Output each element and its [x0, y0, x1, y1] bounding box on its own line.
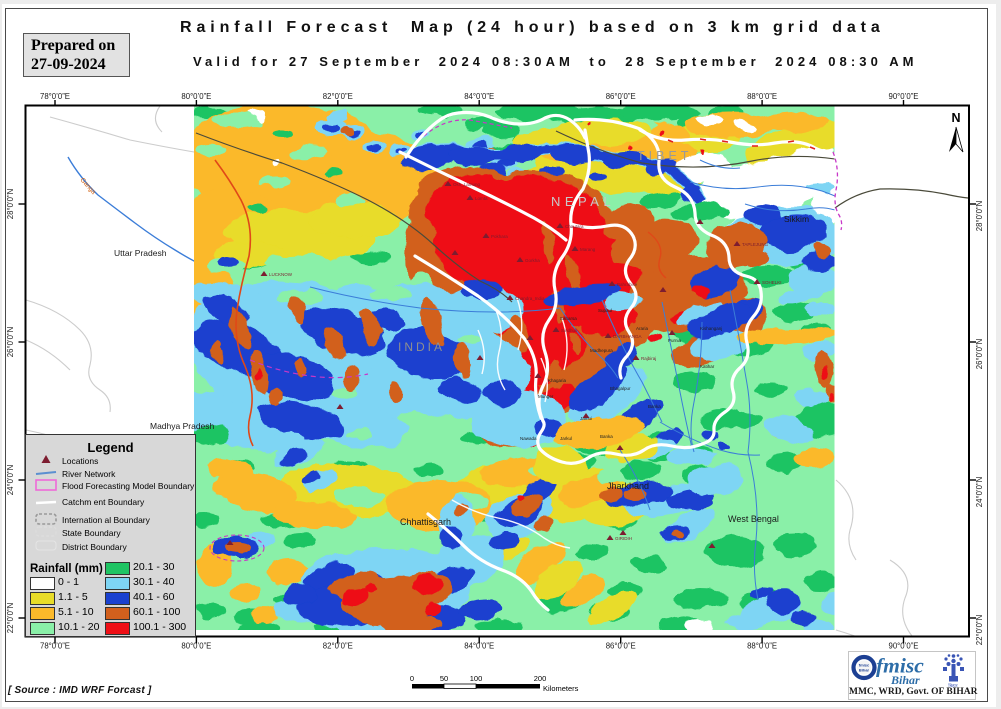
svg-text:West Bengal: West Bengal	[728, 514, 779, 524]
svg-text:Banka: Banka	[600, 434, 613, 439]
svg-text:Bhagalpur: Bhagalpur	[610, 386, 631, 391]
svg-text:86°0’0”E: 86°0’0”E	[606, 92, 636, 101]
svg-text:Bahrabise: Bahrabise	[617, 282, 638, 287]
svg-text:80°0’0”E: 80°0’0”E	[181, 92, 211, 101]
svg-text:88°0’0”E: 88°0’0”E	[747, 92, 777, 101]
svg-text:Khagaria: Khagaria	[548, 378, 567, 383]
svg-text:Saharsa: Saharsa	[560, 316, 577, 321]
svg-text:22°0’0”N: 22°0’0”N	[975, 615, 984, 645]
svg-text:INDIA: INDIA	[398, 340, 445, 354]
svg-text:Gorkha: Gorkha	[525, 258, 540, 263]
svg-text:Chautara: Chautara	[565, 224, 584, 229]
svg-text:fmisc: fmisc	[876, 654, 924, 678]
svg-text:Chhattisgarh: Chhattisgarh	[400, 517, 451, 527]
svg-text:Supaul: Supaul	[598, 308, 612, 313]
svg-text:Banka: Banka	[648, 404, 661, 409]
svg-text:26°0’0”N: 26°0’0”N	[975, 339, 984, 369]
svg-text:DARBHANGA: DARBHANGA	[613, 334, 642, 339]
svg-text:28°0’0”N: 28°0’0”N	[975, 201, 984, 231]
svg-text:Munger: Munger	[538, 394, 554, 399]
svg-text:24°0’0”N: 24°0’0”N	[6, 465, 15, 495]
svg-text:Madhya Pradesh: Madhya Pradesh	[150, 421, 215, 431]
svg-text:N: N	[951, 111, 960, 125]
svg-text:90°0’0”E: 90°0’0”E	[889, 92, 919, 101]
svg-text:0: 0	[410, 674, 414, 683]
svg-text:Kishanganj: Kishanganj	[700, 326, 722, 331]
svg-text:Sindhuli: Sindhuli	[561, 328, 577, 333]
svg-text:86°0’0”E: 86°0’0”E	[606, 642, 636, 651]
svg-text:78°0’0”E: 78°0’0”E	[40, 642, 70, 651]
svg-text:200: 200	[534, 674, 547, 683]
svg-text:22°0’0”N: 22°0’0”N	[6, 603, 15, 633]
svg-text:SOHELKI: SOHELKI	[762, 280, 782, 285]
svg-text:82°0’0”E: 82°0’0”E	[323, 92, 353, 101]
svg-text:Ganga: Ganga	[79, 177, 98, 196]
svg-text:26°0’0”N: 26°0’0”N	[6, 327, 15, 357]
svg-text:80°0’0”E: 80°0’0”E	[181, 642, 211, 651]
svg-text:Purnia: Purnia	[668, 338, 682, 343]
svg-text:TIBET: TIBET	[637, 149, 692, 163]
svg-text:Madhepura: Madhepura	[590, 348, 613, 353]
svg-text:Nawada: Nawada	[520, 436, 537, 441]
svg-text:90°0’0”E: 90°0’0”E	[889, 642, 919, 651]
svg-text:Sikkim: Sikkim	[784, 214, 809, 224]
svg-text:GIRIDIH: GIRIDIH	[615, 536, 632, 541]
svg-text:84°0’0”E: 84°0’0”E	[464, 642, 494, 651]
svg-text:NEPAL: NEPAL	[551, 194, 615, 209]
svg-text:Jharkhand: Jharkhand	[607, 481, 649, 491]
svg-text:88°0’0”E: 88°0’0”E	[747, 642, 777, 651]
svg-text:Chandra_India: Chandra_India	[515, 296, 545, 301]
svg-text:Araria: Araria	[636, 326, 649, 331]
svg-text:Katihar: Katihar	[700, 364, 715, 369]
svg-text:84°0’0”E: 84°0’0”E	[464, 92, 494, 101]
svg-text:Kilometers: Kilometers	[543, 684, 579, 693]
svg-text:TAPLEJUNG: TAPLEJUNG	[742, 242, 769, 247]
svg-text:Lomta: Lomta	[475, 196, 488, 201]
svg-text:Marang: Marang	[580, 247, 596, 252]
svg-text:Jarkul: Jarkul	[560, 436, 572, 441]
svg-text:78°0’0”E: 78°0’0”E	[40, 92, 70, 101]
svg-text:LUCKNOW: LUCKNOW	[269, 272, 293, 277]
svg-text:Okh_Lamung: Okh_Lamung	[453, 182, 481, 187]
svg-text:Bihar: Bihar	[890, 673, 920, 687]
svg-text:82°0’0”E: 82°0’0”E	[323, 642, 353, 651]
svg-text:Pokhara: Pokhara	[491, 234, 508, 239]
svg-text:बिहार: बिहार	[948, 682, 957, 688]
svg-text:Uttar Pradesh: Uttar Pradesh	[114, 248, 167, 258]
svg-text:Rajbiraj: Rajbiraj	[641, 356, 656, 361]
svg-text:24°0’0”N: 24°0’0”N	[975, 477, 984, 507]
svg-text:Jamui: Jamui	[580, 416, 592, 421]
svg-text:100: 100	[470, 674, 483, 683]
svg-text:28°0’0”N: 28°0’0”N	[6, 189, 15, 219]
svg-text:50: 50	[440, 674, 448, 683]
svg-text:fmisc: fmisc	[859, 663, 870, 668]
svg-text:Bihar: Bihar	[859, 668, 870, 673]
